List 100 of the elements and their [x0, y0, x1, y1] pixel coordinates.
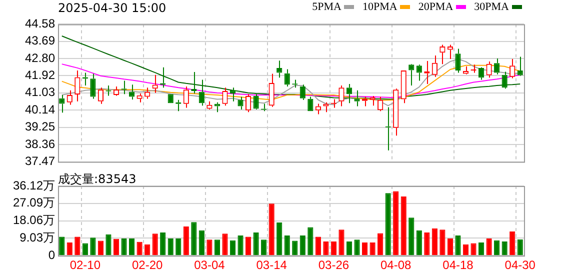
bar [238, 236, 244, 256]
candlestick [315, 103, 321, 115]
candlestick [284, 68, 290, 88]
bar [230, 240, 236, 256]
bar [455, 236, 461, 256]
candlestick [253, 94, 259, 110]
bar [253, 232, 259, 256]
x-tick-label: 03-14 [256, 258, 288, 272]
bar [144, 244, 150, 256]
candlestick [98, 87, 104, 104]
candlestick [206, 100, 212, 110]
bar [206, 240, 212, 256]
candlestick [238, 96, 244, 110]
x-tick-label: 04-30 [504, 258, 536, 272]
bar [494, 240, 500, 256]
y-tick-label: 37.47 [24, 154, 56, 168]
candlestick [370, 96, 376, 106]
bar [245, 236, 252, 256]
candlestick [323, 102, 329, 113]
bar [346, 242, 352, 256]
y-tick-label: 40.14 [24, 102, 56, 116]
candlestick [268, 73, 274, 108]
bar [268, 204, 274, 256]
bar [98, 240, 104, 256]
candlestick [300, 84, 306, 100]
bar [214, 240, 220, 256]
bar [432, 228, 438, 256]
y-tick-label: 39.25 [24, 120, 56, 134]
bar [393, 191, 399, 256]
candlestick [90, 73, 96, 100]
bar [462, 244, 469, 256]
candlestick [136, 92, 142, 103]
bar [362, 242, 368, 256]
candlestick [276, 60, 282, 78]
chart-title: 2025-04-30 15:00 [58, 1, 166, 15]
bar [176, 238, 182, 256]
y-tick-label: 41.92 [24, 68, 56, 82]
bar [191, 222, 197, 256]
bar [261, 240, 267, 256]
legend-label: 20PMA [418, 1, 454, 13]
candlestick [432, 55, 438, 78]
bar [478, 242, 484, 256]
x-tick-label: 04-08 [380, 258, 412, 272]
candlestick [378, 96, 384, 112]
y-tick-label: 43.69 [24, 34, 56, 48]
bar [128, 238, 135, 256]
bar [74, 236, 80, 256]
bar [292, 240, 298, 256]
candlestick [144, 87, 150, 100]
candlestick [245, 94, 252, 113]
candlestick [478, 68, 484, 80]
legend-label: 30PMA [474, 1, 509, 13]
y-tick-label: 27.09万 [12, 196, 55, 210]
candlestick [393, 88, 399, 136]
bar [90, 238, 96, 256]
bar [222, 234, 228, 256]
bar [408, 218, 414, 256]
bar [517, 239, 523, 256]
y-tick-label: 38.36 [24, 136, 56, 151]
bar [168, 238, 174, 256]
bar [106, 234, 112, 256]
candlestick [455, 48, 461, 74]
candlestick [214, 102, 220, 113]
bar [370, 242, 376, 256]
bar [447, 238, 454, 256]
bar [378, 233, 384, 256]
y-tick-label: 41.03 [24, 85, 56, 100]
bar [315, 236, 321, 256]
candlestick [191, 72, 197, 94]
y-tick-label: 9.03万 [20, 230, 55, 245]
bar [440, 230, 446, 256]
bar [354, 240, 360, 256]
bar [121, 238, 127, 256]
bar [338, 230, 344, 256]
legend-label: 10PMA [362, 1, 398, 13]
candlestick [502, 71, 508, 90]
y-tick-label: 42.80 [24, 50, 56, 65]
candlestick [198, 79, 204, 106]
bar [486, 238, 492, 256]
candlestick [354, 90, 360, 107]
bar [276, 222, 282, 256]
candlestick [400, 70, 406, 104]
bar [113, 238, 120, 256]
candlestick [416, 64, 422, 82]
x-tick-label: 02-20 [132, 258, 163, 272]
candlestick [517, 56, 523, 76]
bar [66, 242, 72, 256]
candlestick [486, 61, 492, 78]
y-tick-label: 44.58 [24, 16, 56, 31]
x-tick-label: 03-04 [194, 258, 226, 272]
bar [183, 226, 189, 256]
bar [152, 234, 158, 256]
bar [470, 243, 476, 256]
bar [308, 227, 314, 256]
y-tick-label: 18.06万 [12, 213, 55, 228]
candlestick [74, 70, 80, 102]
candlestick [338, 85, 344, 107]
bar [198, 230, 204, 256]
x-tick-label: 03-26 [318, 258, 350, 272]
bar [323, 242, 329, 256]
